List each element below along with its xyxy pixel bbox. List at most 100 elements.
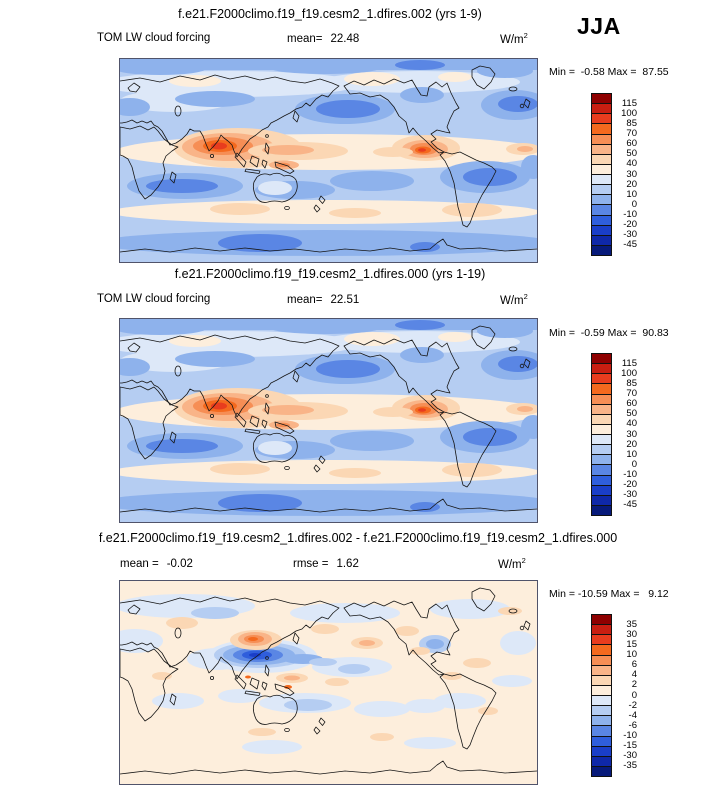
coastlines — [120, 65, 537, 253]
mean-map-svg-copy — [120, 319, 537, 522]
colorbar-tick-label: -2 — [628, 699, 637, 711]
colorbar-segment — [592, 685, 611, 696]
colorbar-segment — [592, 495, 611, 506]
panel-3-title: f.e21.F2000climo.f19_f19.cesm2_1.dfires.… — [98, 531, 618, 545]
contour-field — [120, 59, 537, 262]
stat-label: mean= — [287, 33, 323, 45]
colorbar-tick-label: -45 — [623, 238, 637, 250]
colorbar-segment — [592, 445, 611, 456]
colorbar-bar — [591, 614, 612, 777]
colorbar-segment — [592, 164, 611, 175]
colorbar-segment — [592, 134, 611, 145]
colorbar-bar — [591, 353, 612, 516]
colorbar-segment — [592, 124, 611, 135]
mean-map-svg — [120, 59, 537, 262]
colorbar-segment — [592, 625, 611, 636]
colorbar-segment — [592, 696, 611, 707]
colorbar-tick-label: 0 — [631, 458, 637, 470]
colorbar-segment — [592, 736, 611, 747]
colorbar-tick-label: 115 — [621, 358, 637, 370]
colorbar-tick-label: 50 — [626, 148, 637, 160]
colorbar-segment — [592, 706, 611, 717]
colorbar-segment — [592, 104, 611, 115]
colorbar-tick-label: 115 — [621, 98, 637, 110]
colorbar-segment — [592, 215, 611, 226]
panel-3-difference-map — [119, 580, 538, 785]
units-exponent: 2 — [521, 556, 526, 565]
colorbar-tick-label: 0 — [631, 689, 637, 701]
panel-1-variable-label: TOM LW cloud forcing — [97, 32, 211, 44]
colorbar-tick-label: -30 — [623, 228, 637, 240]
units-exponent: 2 — [523, 31, 528, 40]
colorbar-tick-label: 10 — [626, 188, 637, 200]
panel-1-units-label: W/m2 — [500, 31, 528, 46]
panel-3-mean-stat: mean = -0.02 — [120, 558, 193, 570]
colorbar-tick-label: 100 — [621, 368, 637, 380]
stat-label: rmse = — [293, 558, 329, 570]
colorbar-tick-label: 6 — [631, 659, 637, 671]
colorbar-segment — [592, 746, 611, 757]
colorbar-tick-label: 35 — [626, 619, 637, 631]
colorbar-segment — [592, 615, 611, 626]
colorbar-tick-label: 70 — [626, 128, 637, 140]
colorbar-segment — [592, 384, 611, 395]
panel-1-mean-stat: mean= 22.48 — [287, 33, 359, 45]
colorbar-segment — [592, 94, 611, 105]
colorbar-tick-label: 60 — [626, 398, 637, 410]
colorbar-segment — [592, 645, 611, 656]
stat-value: 22.51 — [330, 294, 360, 306]
colorbar-tick-label: 30 — [626, 629, 637, 641]
colorbar-tick-label: -30 — [623, 749, 637, 761]
colorbar-tick-label: 30 — [626, 168, 637, 180]
colorbar-tick-label: -10 — [623, 468, 637, 480]
colorbar-segment — [592, 394, 611, 405]
colorbar-tick-label: -20 — [623, 478, 637, 490]
colorbar-tick-label: 85 — [626, 378, 637, 390]
colorbar-tick-label: 30 — [626, 428, 637, 440]
colorbar-tick-label: 4 — [631, 669, 637, 681]
panel-2-units-label: W/m2 — [500, 292, 528, 307]
colorbar-tick-label: 40 — [626, 418, 637, 430]
panel-2-variable-label: TOM LW cloud forcing — [97, 293, 211, 305]
colorbar-tick-label: 20 — [626, 438, 637, 450]
colorbar-tick-label: 20 — [626, 178, 637, 190]
panel-2-colorbar: 115 100 85 70 60 50 40 30 20 10 0 -10 -20 -30 -45 — [591, 353, 637, 516]
panel-1-minmax-label: Min = -0.58 Max = 87.55 — [549, 66, 669, 78]
colorbar-segment — [592, 175, 611, 186]
colorbar-segment — [592, 235, 611, 246]
panel-1-colorbar: 115 100 85 70 60 50 40 30 20 10 0 -10 -20 -30 -45 — [591, 93, 637, 256]
colorbar-segment — [592, 205, 611, 216]
colorbar-tick-label: -35 — [623, 759, 637, 771]
units-exponent: 2 — [523, 292, 528, 301]
units-text: W/m — [498, 558, 522, 571]
panel-2-mean-stat: mean= 22.51 — [287, 294, 359, 306]
colorbar-segment — [592, 635, 611, 646]
colorbar-tick-label: 40 — [626, 158, 637, 170]
colorbar-tick-label: 10 — [626, 448, 637, 460]
colorbar-tick-label: 15 — [626, 639, 637, 651]
colorbar-tick-label: -45 — [623, 498, 637, 510]
panel-2-world-map — [119, 318, 538, 523]
colorbar-segment — [592, 154, 611, 165]
colorbar-tick-label: -4 — [628, 709, 637, 721]
colorbar-tick-label: -20 — [623, 218, 637, 230]
colorbar-segment — [592, 665, 611, 676]
colorbar-segment — [592, 114, 611, 125]
colorbar-segment — [592, 766, 611, 776]
colorbar-tick-label: 60 — [626, 138, 637, 150]
colorbar-segment — [592, 455, 611, 466]
colorbar-segment — [592, 505, 611, 515]
colorbar-segment — [592, 726, 611, 737]
colorbar-tick-label: 50 — [626, 408, 637, 420]
colorbar-segment — [592, 485, 611, 496]
panel-2-minmax-label: Min = -0.59 Max = 90.83 — [549, 327, 669, 339]
colorbar-tick-label: 2 — [631, 679, 637, 691]
colorbar-segment — [592, 655, 611, 666]
colorbar-tick-label: 70 — [626, 388, 637, 400]
colorbar-segment — [592, 225, 611, 236]
colorbar-segment — [592, 424, 611, 435]
panel-1-world-map — [119, 58, 538, 263]
colorbar-tick-label: -10 — [623, 208, 637, 220]
colorbar-segment — [592, 364, 611, 375]
stat-value: 22.48 — [330, 33, 360, 45]
